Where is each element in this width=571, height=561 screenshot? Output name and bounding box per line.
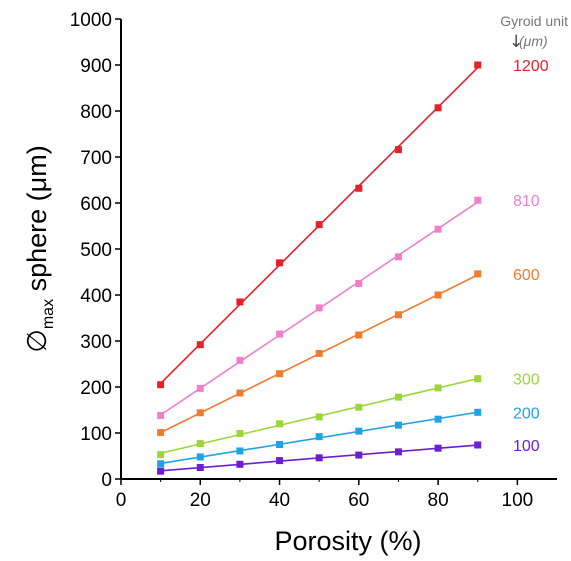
data-point — [434, 444, 442, 452]
y-tick-label: 200 — [80, 378, 112, 399]
data-point — [276, 370, 284, 378]
data-point — [276, 457, 284, 465]
data-point — [276, 259, 284, 267]
series-label: 1200 — [513, 58, 549, 75]
data-point — [196, 453, 204, 461]
x-tick-label: 20 — [190, 490, 211, 511]
data-point — [355, 184, 363, 192]
axes — [120, 19, 557, 480]
data-point — [196, 341, 204, 349]
data-point — [276, 441, 284, 448]
data-point — [355, 451, 363, 459]
legend-unit: (μm) — [519, 33, 548, 49]
data-point — [474, 375, 482, 383]
data-point — [315, 221, 323, 229]
y-tick-label: 0 — [101, 470, 112, 491]
down-arrow-icon: ↓ — [509, 32, 523, 52]
y-tick-label: 300 — [80, 332, 112, 353]
series-810: 810 — [157, 193, 540, 420]
data-point — [236, 460, 244, 468]
data-point — [394, 311, 402, 319]
x-tick-label: 80 — [428, 490, 449, 511]
data-point — [157, 412, 165, 420]
y-tick-label: 400 — [80, 286, 112, 307]
y-tick-label: 800 — [80, 102, 112, 123]
data-point — [315, 454, 323, 462]
data-point — [236, 298, 244, 306]
series-label: 300 — [513, 372, 540, 389]
data-point — [434, 384, 442, 392]
data-point — [394, 421, 402, 429]
legend-header: Gyroid unit ↓ (μm) — [500, 13, 568, 52]
data-point — [236, 447, 244, 455]
y-axis-title: ∅max sphere (μm) — [22, 145, 57, 352]
legend-title: Gyroid unit — [500, 13, 568, 29]
y-axis-title-text: sphere (μm) — [22, 145, 52, 299]
series-label: 200 — [513, 405, 540, 422]
y-ticks: 0 100 200 300 400 500 600 700 800 900 1000 — [70, 10, 121, 491]
data-point — [157, 467, 165, 475]
data-point — [394, 393, 402, 401]
data-point — [157, 451, 165, 459]
series-1200: 1200 — [157, 58, 549, 389]
data-point — [434, 225, 442, 233]
x-axis-title: Porosity (%) — [274, 526, 421, 556]
data-point — [474, 196, 482, 204]
series-label: 100 — [513, 438, 540, 455]
data-point — [196, 464, 204, 471]
data-point — [474, 61, 482, 69]
data-point — [157, 429, 165, 437]
x-tick-label: 100 — [502, 490, 534, 511]
data-point — [355, 427, 363, 435]
series-600: 600 — [157, 267, 540, 437]
y-tick-label: 500 — [80, 240, 112, 261]
series-layer: 1200 810 600 300 200 100 — [157, 58, 549, 475]
data-point — [236, 389, 244, 397]
data-point — [355, 280, 363, 287]
x-tick-label: 60 — [348, 490, 369, 511]
y-tick-label: 100 — [80, 424, 112, 445]
data-point — [434, 415, 442, 423]
data-point — [474, 270, 482, 278]
data-point — [315, 413, 323, 421]
data-point — [196, 440, 204, 448]
data-point — [394, 253, 402, 261]
series-100: 100 — [157, 438, 540, 475]
y-tick-label: 1000 — [70, 10, 112, 31]
data-point — [315, 349, 323, 357]
y-tick-label: 600 — [80, 194, 112, 215]
data-point — [394, 448, 402, 456]
y-axis-title-subscript: max — [40, 299, 57, 329]
data-point — [315, 433, 323, 441]
data-point — [236, 356, 244, 364]
series-label: 810 — [513, 193, 540, 210]
y-tick-label: 900 — [80, 56, 112, 77]
data-point — [434, 291, 442, 299]
data-point — [236, 429, 244, 437]
data-point — [157, 381, 165, 389]
data-point — [315, 304, 323, 312]
x-tick-label: 0 — [116, 490, 127, 511]
series-300: 300 — [157, 372, 540, 459]
data-point — [196, 384, 204, 392]
data-point — [474, 408, 482, 416]
y-tick-label: 700 — [80, 148, 112, 169]
x-ticks: 0 20 40 60 80 100 — [116, 479, 534, 511]
data-point — [196, 409, 204, 417]
y-axis-title-symbol: ∅ — [22, 329, 52, 353]
data-point — [276, 330, 284, 338]
data-point — [355, 403, 363, 411]
data-point — [355, 331, 363, 339]
data-point — [276, 420, 284, 428]
data-point — [394, 146, 402, 154]
series-label: 600 — [513, 267, 540, 284]
data-point — [474, 441, 482, 449]
data-point — [434, 104, 442, 112]
x-tick-label: 40 — [269, 490, 290, 511]
data-point — [157, 460, 165, 468]
series-200: 200 — [157, 405, 540, 468]
